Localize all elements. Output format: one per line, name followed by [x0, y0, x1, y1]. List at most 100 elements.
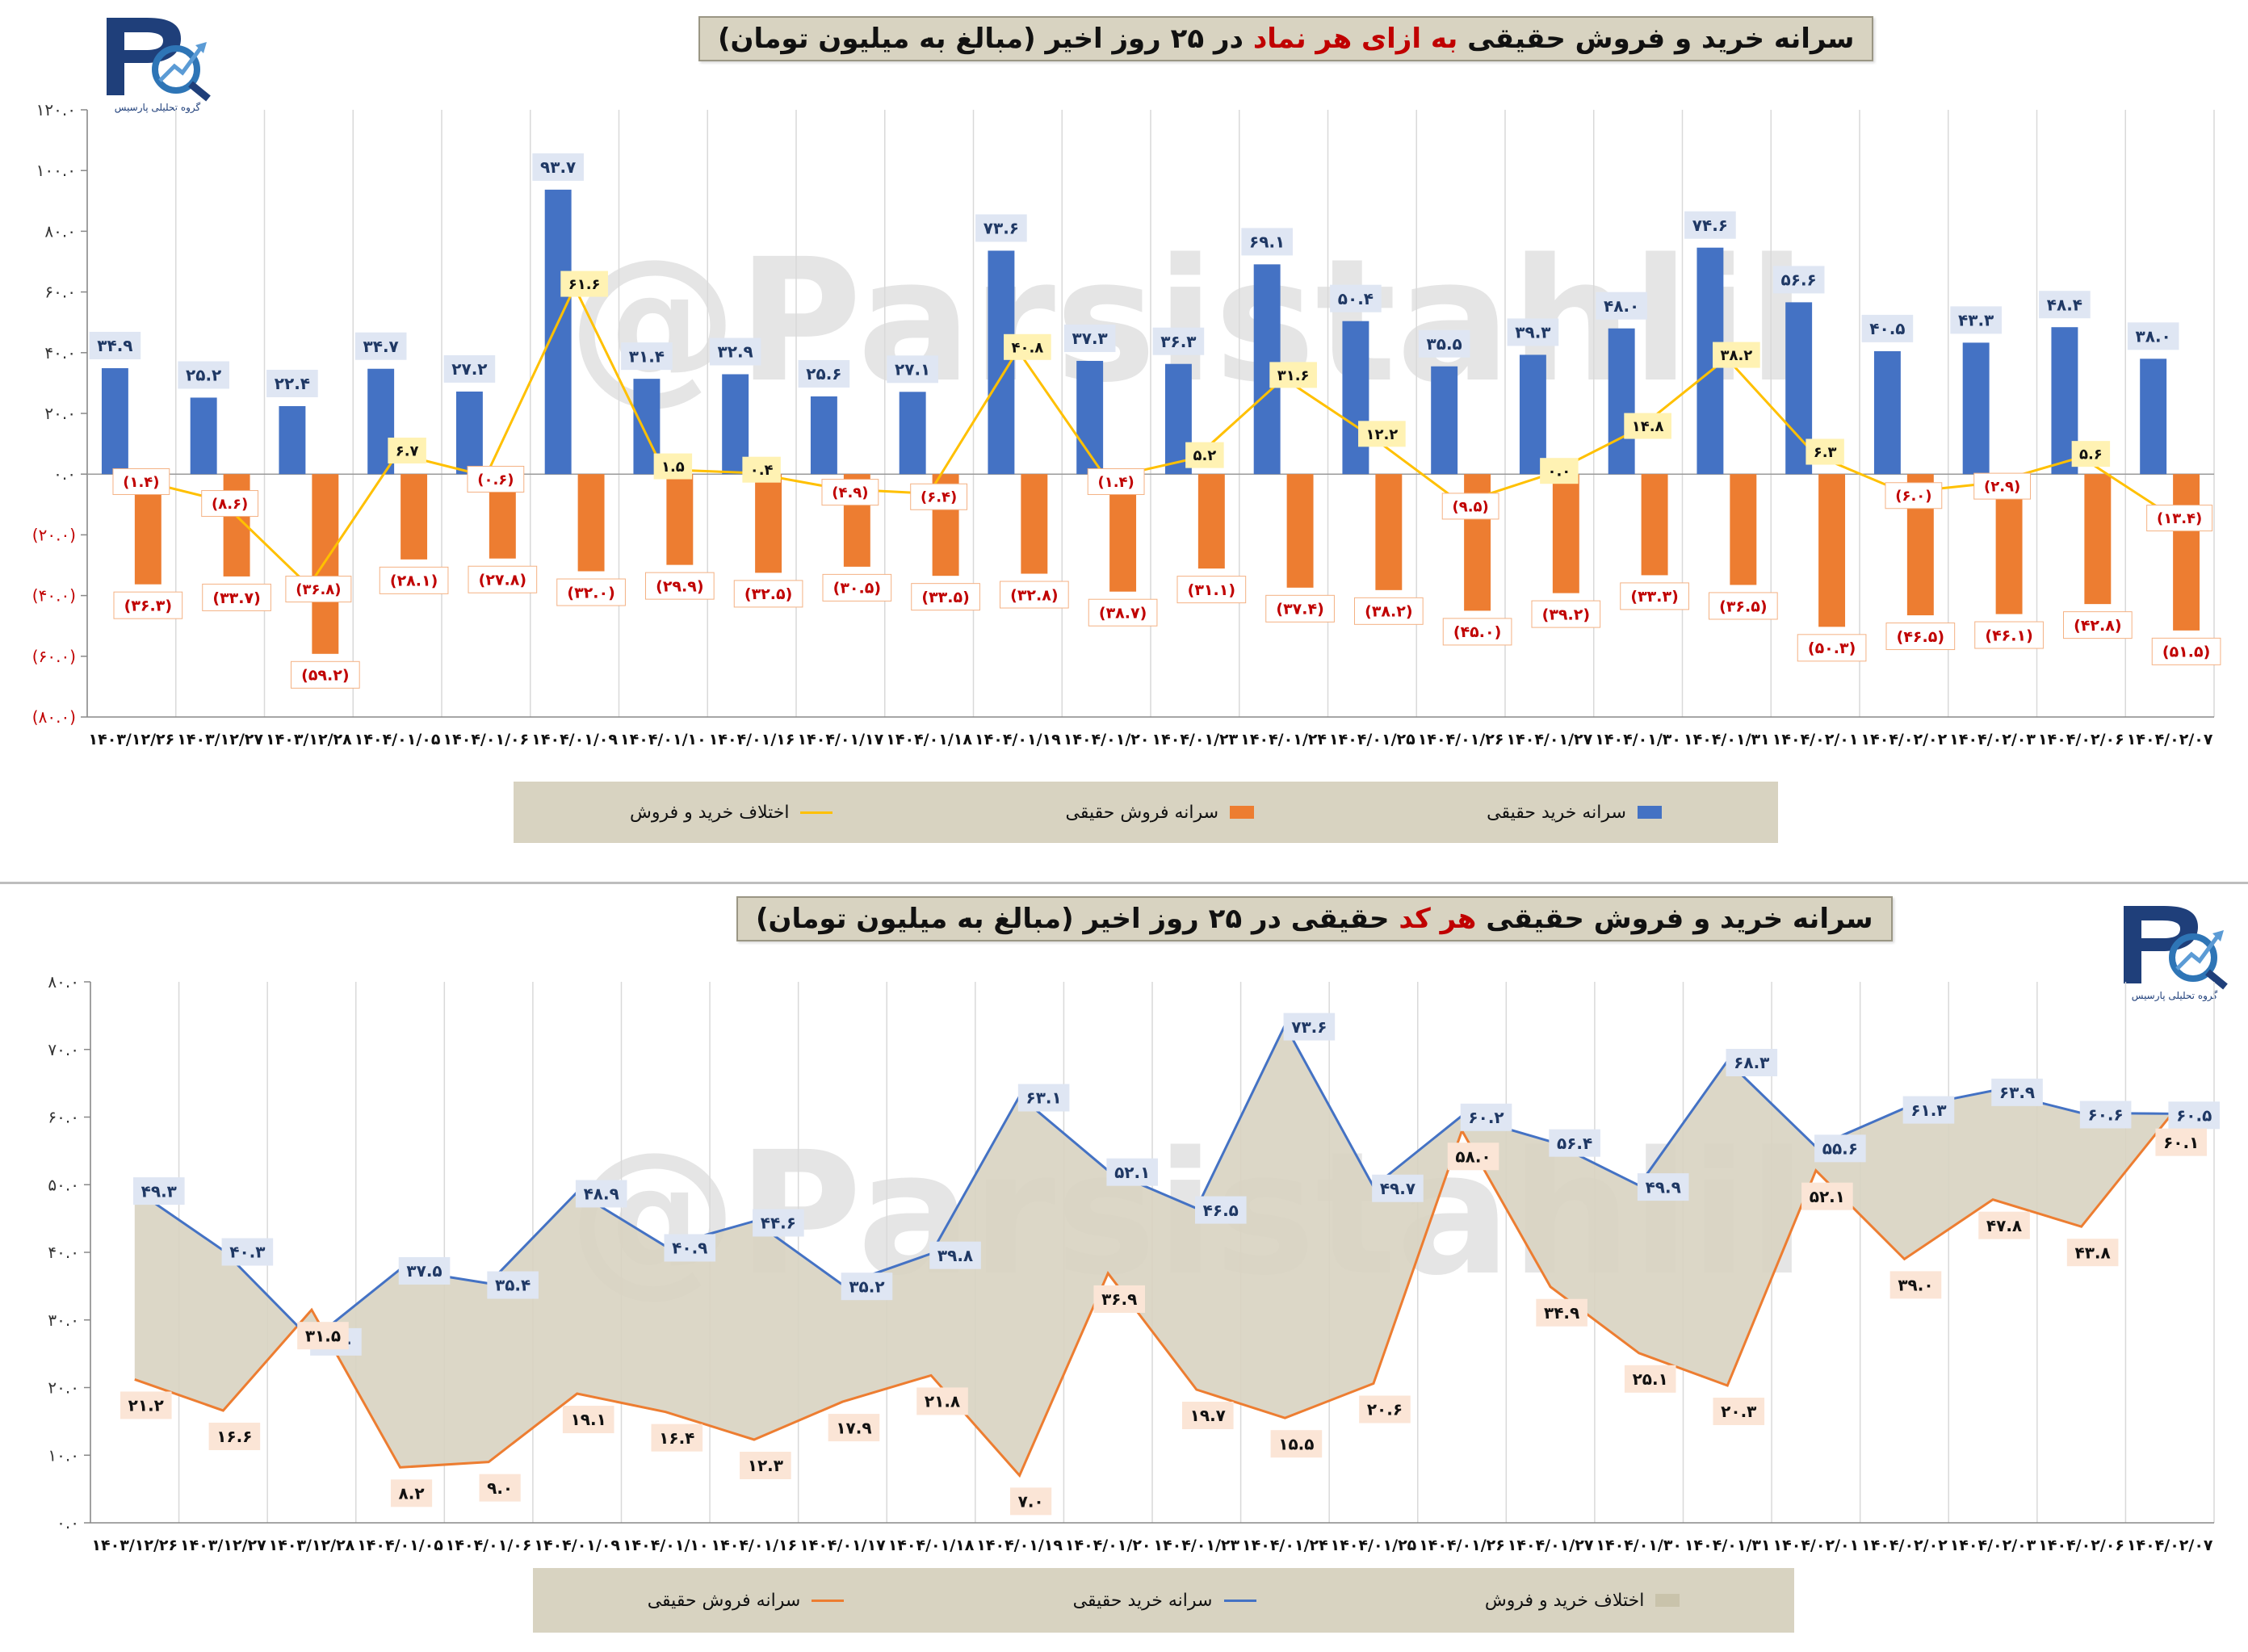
data-label-sell-text: (۴۶.۵) — [1897, 628, 1944, 646]
data-label-buy-text: ۳۸.۰ — [2136, 327, 2171, 346]
bar-sell — [755, 474, 782, 573]
data-label-sell: (۳۸.۲) — [1353, 597, 1424, 625]
data-label-buy-text: ۴۹.۹ — [1646, 1177, 1681, 1197]
data-label-sell-text: (۳۲.۰) — [567, 584, 614, 602]
data-label-diff-text: ۱.۵ — [661, 459, 685, 476]
data-label-sell-text: ۱۲.۳ — [748, 1456, 783, 1475]
bar-buy — [1342, 321, 1369, 475]
data-label-sell-box — [2066, 1239, 2119, 1267]
x-tick-label: ۱۴۰۴/۰۱/۱۸ — [888, 1537, 975, 1554]
data-label-sell: (۵۱.۵) — [2151, 637, 2221, 665]
data-label-sell-text: ۲۵.۱ — [1633, 1369, 1668, 1389]
data-label-buy: ۵۵.۶ — [1814, 1134, 1866, 1163]
data-label-buy-text: ۴۴.۶ — [761, 1214, 796, 1233]
data-label-sell-text: (۲۷.۸) — [479, 572, 526, 589]
data-label-sell-box — [1531, 600, 1601, 628]
data-label-diff-box — [1087, 468, 1145, 495]
data-label-buy-text: ۴۶.۵ — [1203, 1201, 1239, 1220]
data-label-sell-text: ۱۶.۶ — [216, 1427, 252, 1446]
data-label-sell-text: ۳۹.۰ — [1898, 1276, 1933, 1295]
data-label-buy-box — [1283, 1013, 1336, 1041]
area-diff — [134, 1025, 2170, 1476]
bar-sell — [1641, 474, 1668, 576]
data-label-buy-text: ۳۲.۹ — [718, 342, 753, 362]
data-label-buy-box — [1330, 284, 1382, 312]
data-label-sell-box — [1885, 623, 1956, 651]
data-label-buy-text: ۳۶.۳ — [1160, 332, 1196, 351]
data-label-buy: ۹۳.۷ — [532, 153, 584, 181]
data-label-sell-box — [297, 1322, 349, 1350]
data-label-diff-box — [2146, 505, 2213, 532]
parsis-logo-icon — [2124, 906, 2228, 990]
data-label-buy-box — [2079, 1101, 2132, 1129]
y-tick-label: (۴۰.۰) — [32, 586, 76, 606]
data-label-buy-text: ۶۹.۱ — [1249, 233, 1285, 252]
data-label-diff-box — [1806, 438, 1844, 465]
data-label-sell: (۳۱.۱) — [1176, 576, 1247, 604]
data-label-buy: ۴۴.۶ — [753, 1209, 804, 1237]
data-label-sell-text: (۳۳.۳) — [1630, 588, 1678, 606]
data-label-sell: ۱۲.۳ — [740, 1451, 791, 1479]
data-label-sell-text: (۵۱.۵) — [2162, 644, 2210, 661]
x-tick-label: ۱۴۰۴/۰۲/۰۶ — [2038, 731, 2124, 748]
data-label-sell: (۳۲.۵) — [733, 580, 803, 608]
x-tick-label: ۱۴۰۳/۱۲/۲۷ — [177, 731, 263, 748]
data-label-buy-text: ۵۵.۶ — [1822, 1139, 1858, 1159]
data-label-diff-box — [1540, 458, 1579, 484]
data-label-sell-box — [1093, 1285, 1146, 1313]
data-label-buy: ۲۲.۴ — [266, 369, 318, 397]
data-label-buy-box — [354, 332, 407, 360]
data-label-buy-text: ۲۲.۴ — [275, 374, 310, 393]
data-label-buy-text: ۲۷.۱ — [895, 360, 930, 379]
data-label-diff: ۶.۳ — [1806, 438, 1844, 465]
data-label-diff-text: (۶.۴) — [921, 489, 957, 506]
x-tick-label: ۱۴۰۴/۰۱/۳۰ — [1596, 1537, 1682, 1554]
data-label-buy-box — [1814, 1134, 1866, 1163]
data-label-sell-box — [113, 591, 183, 619]
data-label-buy-box — [1372, 1174, 1424, 1202]
data-label-sell-text: ۲۰.۶ — [1367, 1400, 1403, 1419]
data-label-sell: (۴۶.۵) — [1885, 623, 1956, 651]
data-label-buy-text: ۶۳.۱ — [1026, 1088, 1062, 1108]
data-label-diff: (۱۳.۴) — [2146, 505, 2213, 532]
data-label-buy-text: ۳۵.۴ — [495, 1276, 531, 1295]
data-label-buy-box — [1772, 266, 1825, 294]
data-label-buy-text: ۷۳.۶ — [1291, 1017, 1327, 1037]
data-label-sell: (۴۵.۰) — [1442, 618, 1512, 646]
data-label-sell-box — [202, 583, 271, 611]
x-tick-label: ۱۴۰۴/۰۲/۰۶ — [2038, 1537, 2124, 1554]
data-label-buy-box — [1507, 318, 1559, 346]
title-highlight: به ازای هر نماد — [1252, 23, 1458, 55]
data-label-sell-box — [379, 566, 449, 594]
x-tick-label: ۱۴۰۴/۰۲/۰۷ — [2127, 731, 2213, 748]
data-label-buy-text: ۳۷.۵ — [406, 1261, 442, 1281]
data-label-sell: ۴۳.۸ — [2066, 1239, 2119, 1267]
data-label-sell-box — [828, 1414, 880, 1442]
data-label-buy: ۳۲.۹ — [709, 338, 761, 366]
bar-buy — [101, 367, 128, 475]
bar-sell — [1730, 474, 1757, 585]
x-tick-label: ۱۴۰۴/۰۲/۰۲ — [1861, 1537, 1948, 1554]
data-label-sell-text: ۲۱.۸ — [925, 1392, 960, 1411]
data-label-diff-text: (۲.۹) — [1984, 479, 2020, 496]
data-label-buy-text: ۴۸.۴ — [2047, 295, 2082, 314]
data-label-buy: ۲۵.۶ — [798, 359, 850, 388]
data-label-sell: ۹.۰ — [479, 1474, 521, 1502]
bar-buy — [899, 392, 926, 475]
bar-sell — [312, 474, 339, 654]
data-label-buy-text: ۷۳.۶ — [984, 219, 1019, 238]
data-label-sell-text: (۴۶.۱) — [1985, 627, 2032, 644]
bottom-chart-panel: سرانه خرید و فروش حقیقی هر کد حقیقی در ۲… — [0, 885, 2248, 1652]
data-label-diff-box — [285, 576, 352, 603]
data-label-diff: ۳۱.۶ — [1269, 362, 1317, 388]
bar-buy — [1431, 366, 1458, 475]
data-label-diff-text: ۵.۶ — [2079, 447, 2103, 463]
data-label-buy: ۴۸.۹ — [575, 1180, 627, 1208]
top-chart-panel: گروه تحلیلی پارسیس سرانه خرید و فروش حقی… — [0, 16, 2248, 884]
data-label-buy: ۶۰.۶ — [2079, 1101, 2132, 1129]
data-label-diff-box — [560, 270, 608, 297]
data-label-diff-box — [1441, 493, 1499, 520]
data-label-sell: ۱۵.۵ — [1270, 1430, 1323, 1458]
y-tick-label: ۷۰.۰ — [48, 1040, 79, 1059]
bar-buy — [1962, 342, 1990, 475]
